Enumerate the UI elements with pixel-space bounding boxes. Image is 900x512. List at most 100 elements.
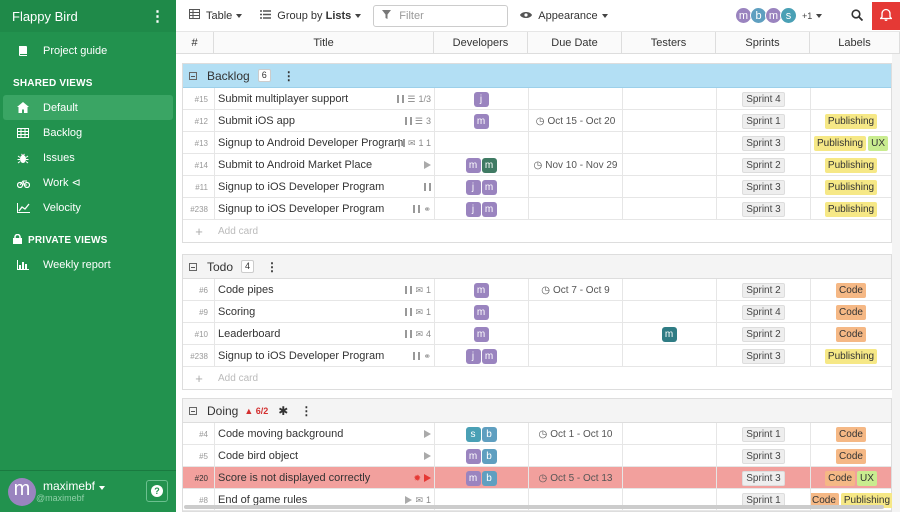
group-menu-icon[interactable]: ⋮ (266, 259, 279, 274)
avatar[interactable]: m (473, 113, 489, 129)
group-header[interactable]: Todo 4 ⋮ (183, 255, 891, 279)
sprint-cell[interactable]: Sprint 1 (717, 489, 811, 511)
help-button[interactable]: ? (146, 480, 168, 502)
avatar[interactable]: m (465, 157, 481, 173)
avatar[interactable]: m (473, 304, 489, 320)
add-card-row[interactable]: + Add card (183, 367, 891, 389)
testers-cell[interactable] (623, 489, 717, 511)
group-by-button[interactable]: Group by Lists (260, 10, 362, 22)
testers-cell[interactable] (623, 423, 717, 445)
group-menu-icon[interactable]: ⋮ (282, 68, 295, 83)
due-date-cell[interactable] (529, 445, 623, 467)
avatar[interactable]: j (465, 201, 481, 217)
developers-cell[interactable] (435, 489, 529, 511)
due-date-cell[interactable]: ◷ Oct 1 - Oct 10 (529, 423, 623, 445)
due-date-cell[interactable]: ◷ Oct 15 - Oct 20 (529, 110, 623, 132)
card-title-cell[interactable]: Submit iOS app ☰ 3 (215, 110, 435, 132)
labels-cell[interactable]: Code UX (811, 467, 893, 489)
column-header-testers[interactable]: Testers (622, 32, 716, 54)
testers-cell[interactable] (623, 445, 717, 467)
user-menu[interactable]: m maximebf @maximebf ? (0, 470, 176, 512)
filter-input[interactable]: Filter (373, 4, 509, 27)
gear-icon[interactable]: ✱ (278, 403, 289, 418)
avatar[interactable]: s (780, 7, 797, 24)
labels-cell[interactable]: Code (811, 445, 893, 467)
avatar[interactable]: s (465, 426, 481, 442)
due-date-cell[interactable] (529, 132, 623, 154)
labels-cell[interactable]: Publishing (811, 198, 893, 220)
sprint-cell[interactable]: Sprint 2 (717, 279, 811, 301)
card-title-cell[interactable]: Signup to iOS Developer Program ⚭ (215, 345, 435, 367)
card-title-cell[interactable]: Signup to iOS Developer Program ⚭ (215, 198, 435, 220)
due-date-cell[interactable] (529, 88, 623, 110)
add-card-row[interactable]: + Add card (183, 220, 891, 242)
table-row[interactable]: #14 Submit to Android Market Place m m ◷ Nov… (183, 154, 891, 176)
avatar[interactable]: b (481, 448, 497, 464)
sidebar-item-project-guide[interactable]: Project guide (3, 38, 173, 63)
developers-cell[interactable]: m (435, 279, 529, 301)
due-date-cell[interactable] (529, 489, 623, 511)
avatar[interactable]: m (481, 348, 497, 364)
avatar[interactable]: m (473, 326, 489, 342)
card-title-cell[interactable]: Signup to iOS Developer Program (215, 176, 435, 198)
table-row[interactable]: #6 Code pipes ✉ 1 m ◷ Oct 7 - Oct 9 Sprint 2 Co… (183, 279, 891, 301)
member-avatars[interactable]: m b m s +1 (735, 7, 823, 24)
table-row[interactable]: #8 End of game rules ✉ 1 Sprint 1 Code Publish… (183, 489, 893, 511)
sidebar-item-default[interactable]: Default (3, 95, 173, 120)
vertical-scrollbar[interactable] (892, 54, 900, 512)
sidebar-item-issues[interactable]: Issues (3, 145, 173, 170)
avatar[interactable]: b (481, 426, 497, 442)
group-header[interactable]: Backlog 6 ⋮ (183, 64, 891, 88)
testers-cell[interactable] (623, 154, 717, 176)
sprint-cell[interactable]: Sprint 2 (717, 154, 811, 176)
sidebar-item-work[interactable]: Work ⊲ (3, 170, 173, 195)
search-button[interactable] (846, 5, 868, 27)
labels-cell[interactable]: Code (811, 279, 893, 301)
avatar[interactable]: m (473, 282, 489, 298)
table-row[interactable]: #10 Leaderboard ✉ 4 m m Sprint 2 Code (183, 323, 891, 345)
avatar[interactable]: m (661, 326, 677, 342)
project-menu-icon[interactable]: ⋮ (150, 8, 165, 25)
avatar[interactable]: j (473, 91, 489, 107)
avatar[interactable]: m (465, 448, 481, 464)
project-header[interactable]: Flappy Bird ⋮ (0, 0, 176, 32)
sprint-cell[interactable]: Sprint 4 (717, 88, 811, 110)
labels-cell[interactable]: Code (811, 423, 893, 445)
due-date-cell[interactable] (529, 345, 623, 367)
card-title-cell[interactable]: Submit to Android Market Place (215, 154, 435, 176)
developers-cell[interactable]: j (435, 88, 529, 110)
testers-cell[interactable]: m (623, 323, 717, 345)
testers-cell[interactable] (623, 88, 717, 110)
table-row[interactable]: #9 Scoring ✉ 1 m Sprint 4 Code (183, 301, 891, 323)
group-header[interactable]: Doing ▲ 6/2 ✱ ⋮ (183, 399, 891, 423)
labels-cell[interactable]: Code (811, 323, 893, 345)
column-header-due-date[interactable]: Due Date (528, 32, 622, 54)
play-icon[interactable] (424, 452, 431, 460)
sidebar-item-weekly-report[interactable]: Weekly report (3, 252, 173, 277)
table-row[interactable]: #12 Submit iOS app ☰ 3 m ◷ Oct 15 - Oct 20 Spr… (183, 110, 891, 132)
due-date-cell[interactable]: ◷ Oct 5 - Oct 13 (529, 467, 623, 489)
testers-cell[interactable] (623, 176, 717, 198)
labels-cell[interactable] (811, 88, 893, 110)
testers-cell[interactable] (623, 110, 717, 132)
avatar[interactable]: m (481, 157, 497, 173)
sidebar-item-velocity[interactable]: Velocity (3, 195, 173, 220)
table-row[interactable]: #4 Code moving background s b ◷ Oct 1 - Oct … (183, 423, 891, 445)
developers-cell[interactable]: m (435, 323, 529, 345)
avatar[interactable]: m (481, 179, 497, 195)
more-members[interactable]: +1 (802, 10, 813, 21)
card-title-cell[interactable]: Code moving background (215, 423, 435, 445)
sprint-cell[interactable]: Sprint 3 (717, 132, 811, 154)
sprint-cell[interactable]: Sprint 2 (717, 323, 811, 345)
sprint-cell[interactable]: Sprint 3 (717, 467, 811, 489)
card-title-cell[interactable]: Scoring ✉ 1 (215, 301, 435, 323)
sprint-cell[interactable]: Sprint 1 (717, 423, 811, 445)
play-icon[interactable] (424, 430, 431, 438)
due-date-cell[interactable]: ◷ Oct 7 - Oct 9 (529, 279, 623, 301)
collapse-icon[interactable] (189, 262, 197, 271)
sprint-cell[interactable]: Sprint 4 (717, 301, 811, 323)
